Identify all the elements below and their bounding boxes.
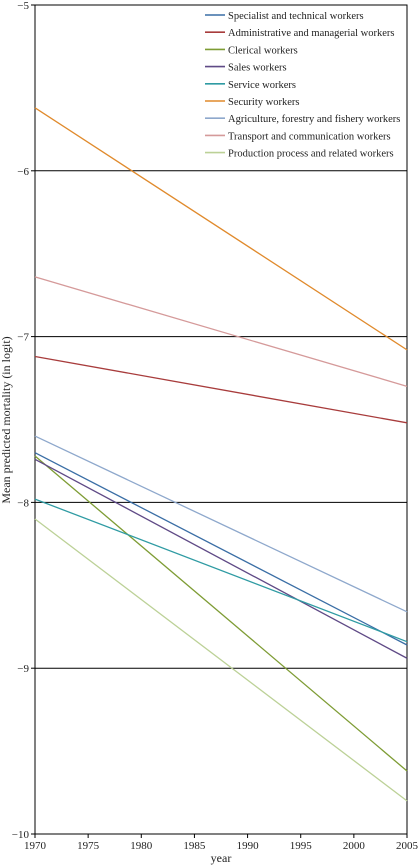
series-line [34,355,408,424]
series-line [34,455,408,772]
x-axis-ticks: 1970 1975 1980 1985 1990 1995 2000 2005 [24,834,419,852]
y-tick-label: −6 [17,166,29,178]
legend-label: Security workers [228,97,299,108]
y-tick-label: −10 [12,829,30,841]
grid-lines [35,170,407,669]
legend-label: Clerical workers [228,45,298,56]
series-line [34,458,408,659]
x-tick-label: 1975 [77,840,100,852]
legend-label: Administrative and managerial workers [228,28,395,39]
series-line [34,435,408,613]
y-tick-label: −9 [17,663,29,675]
series-line [34,452,408,646]
x-tick-label: 1990 [237,840,260,852]
x-tick-label: 2005 [396,840,419,852]
y-axis-label: Mean predicted mortality (in logit) [0,336,13,503]
x-tick-label: 1985 [183,840,206,852]
plot-area-frame [34,4,408,835]
series-line [34,107,408,351]
x-tick-label: 1995 [290,840,313,852]
legend-label: Agriculture, forestry and fishery worker… [228,114,400,125]
x-axis-label: year [211,851,232,865]
series-lines [34,107,408,802]
legend-label: Sales workers [228,63,287,74]
y-tick-label: −7 [17,332,29,344]
legend-label: Transport and communication workers [228,131,391,142]
legend: Specialist and technical workers Administ… [205,11,400,160]
series-line [34,498,408,643]
y-tick-label: −8 [17,497,29,509]
x-tick-label: 1970 [24,840,47,852]
x-tick-label: 1980 [130,840,153,852]
y-axis-ticks: −5 −6 −7 −8 −9 −10 [12,0,35,841]
series-line [34,276,408,387]
legend-label: Service workers [228,80,296,91]
series-line [34,518,408,802]
x-tick-label: 2000 [343,840,366,852]
y-tick-label: −5 [17,0,29,12]
legend-label: Specialist and technical workers [228,11,364,22]
legend-label: Production process and related workers [228,149,394,160]
